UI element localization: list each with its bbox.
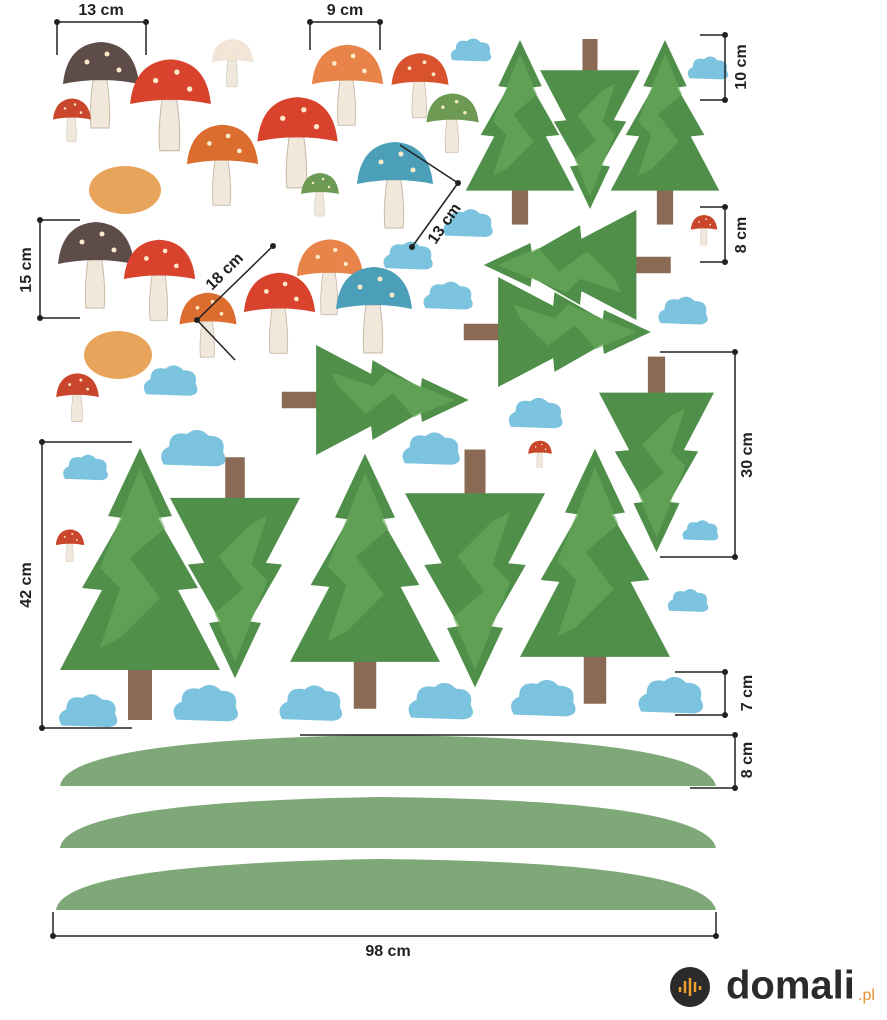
- cloud: [173, 684, 238, 722]
- cloud: [423, 281, 473, 310]
- dimension-label: 30 cm: [739, 432, 756, 477]
- mushroom: [300, 172, 340, 217]
- dimension-line: [300, 734, 736, 789]
- dimension-line: [675, 671, 726, 716]
- grass-strip: [60, 735, 716, 786]
- dimension-label: 13 cm: [78, 2, 123, 19]
- dimension-lines: [37, 19, 738, 939]
- mushroom: [55, 372, 100, 423]
- dimension-line: [700, 206, 726, 263]
- dimension-label: 8 cm: [739, 742, 756, 778]
- mushrooms: [52, 38, 718, 562]
- logo-waves: [678, 978, 702, 996]
- cloud: [143, 365, 198, 396]
- dimension-line: [41, 441, 132, 729]
- mushroom: [55, 529, 85, 562]
- dimension-label: 7 cm: [739, 675, 756, 711]
- brand-logo: domali .pl: [670, 964, 875, 1008]
- cloud: [682, 520, 719, 541]
- mushroom-cluster: [89, 166, 161, 214]
- mushroom-cluster: [84, 331, 152, 379]
- mushroom: [186, 124, 259, 206]
- dimension-label: 15 cm: [18, 247, 35, 292]
- dimension-line: [700, 34, 726, 101]
- grass-strips: [56, 735, 716, 910]
- brand-name: domali: [726, 964, 855, 1008]
- grass-strip: [60, 797, 716, 848]
- dimension-line: [52, 912, 717, 937]
- cloud: [59, 694, 118, 728]
- mushroom: [57, 221, 135, 309]
- mushroom: [425, 93, 480, 153]
- mushroom: [179, 292, 237, 358]
- dimension-line: [39, 219, 80, 319]
- cloud: [667, 589, 709, 612]
- cloud: [450, 38, 492, 62]
- mushroom: [52, 98, 92, 142]
- dimension-line: [660, 351, 736, 558]
- grass-strip: [56, 859, 716, 910]
- mushroom: [356, 141, 434, 229]
- dimension-line: [56, 21, 147, 55]
- cloud: [279, 685, 343, 721]
- dimension-label: 8 cm: [733, 217, 750, 253]
- brand-domain: .pl: [858, 987, 875, 1004]
- cloud: [511, 679, 576, 717]
- cloud: [63, 454, 108, 481]
- tree: [60, 448, 220, 720]
- mushroom: [690, 214, 718, 246]
- mushroom: [211, 38, 254, 88]
- cloud: [161, 429, 226, 467]
- mushroom: [243, 272, 316, 354]
- dimension-line: [399, 144, 459, 248]
- cloud: [658, 296, 708, 325]
- dimension-label: 42 cm: [18, 562, 35, 607]
- tree: [465, 40, 575, 225]
- dimension-label: 10 cm: [733, 44, 750, 89]
- cloud: [402, 432, 460, 465]
- tree: [290, 453, 440, 709]
- dimension-label: 9 cm: [327, 2, 363, 19]
- cloud: [687, 56, 729, 80]
- cloud: [638, 676, 703, 714]
- cloud: [383, 241, 433, 270]
- dimension-label: 98 cm: [365, 943, 410, 960]
- cloud: [508, 397, 563, 429]
- cloud: [408, 682, 473, 720]
- dimension-line: [309, 21, 381, 50]
- dimension-label: 18 cm: [203, 250, 247, 294]
- dimension-line: [196, 245, 274, 361]
- mushroom: [527, 440, 553, 468]
- mushroom: [335, 266, 413, 354]
